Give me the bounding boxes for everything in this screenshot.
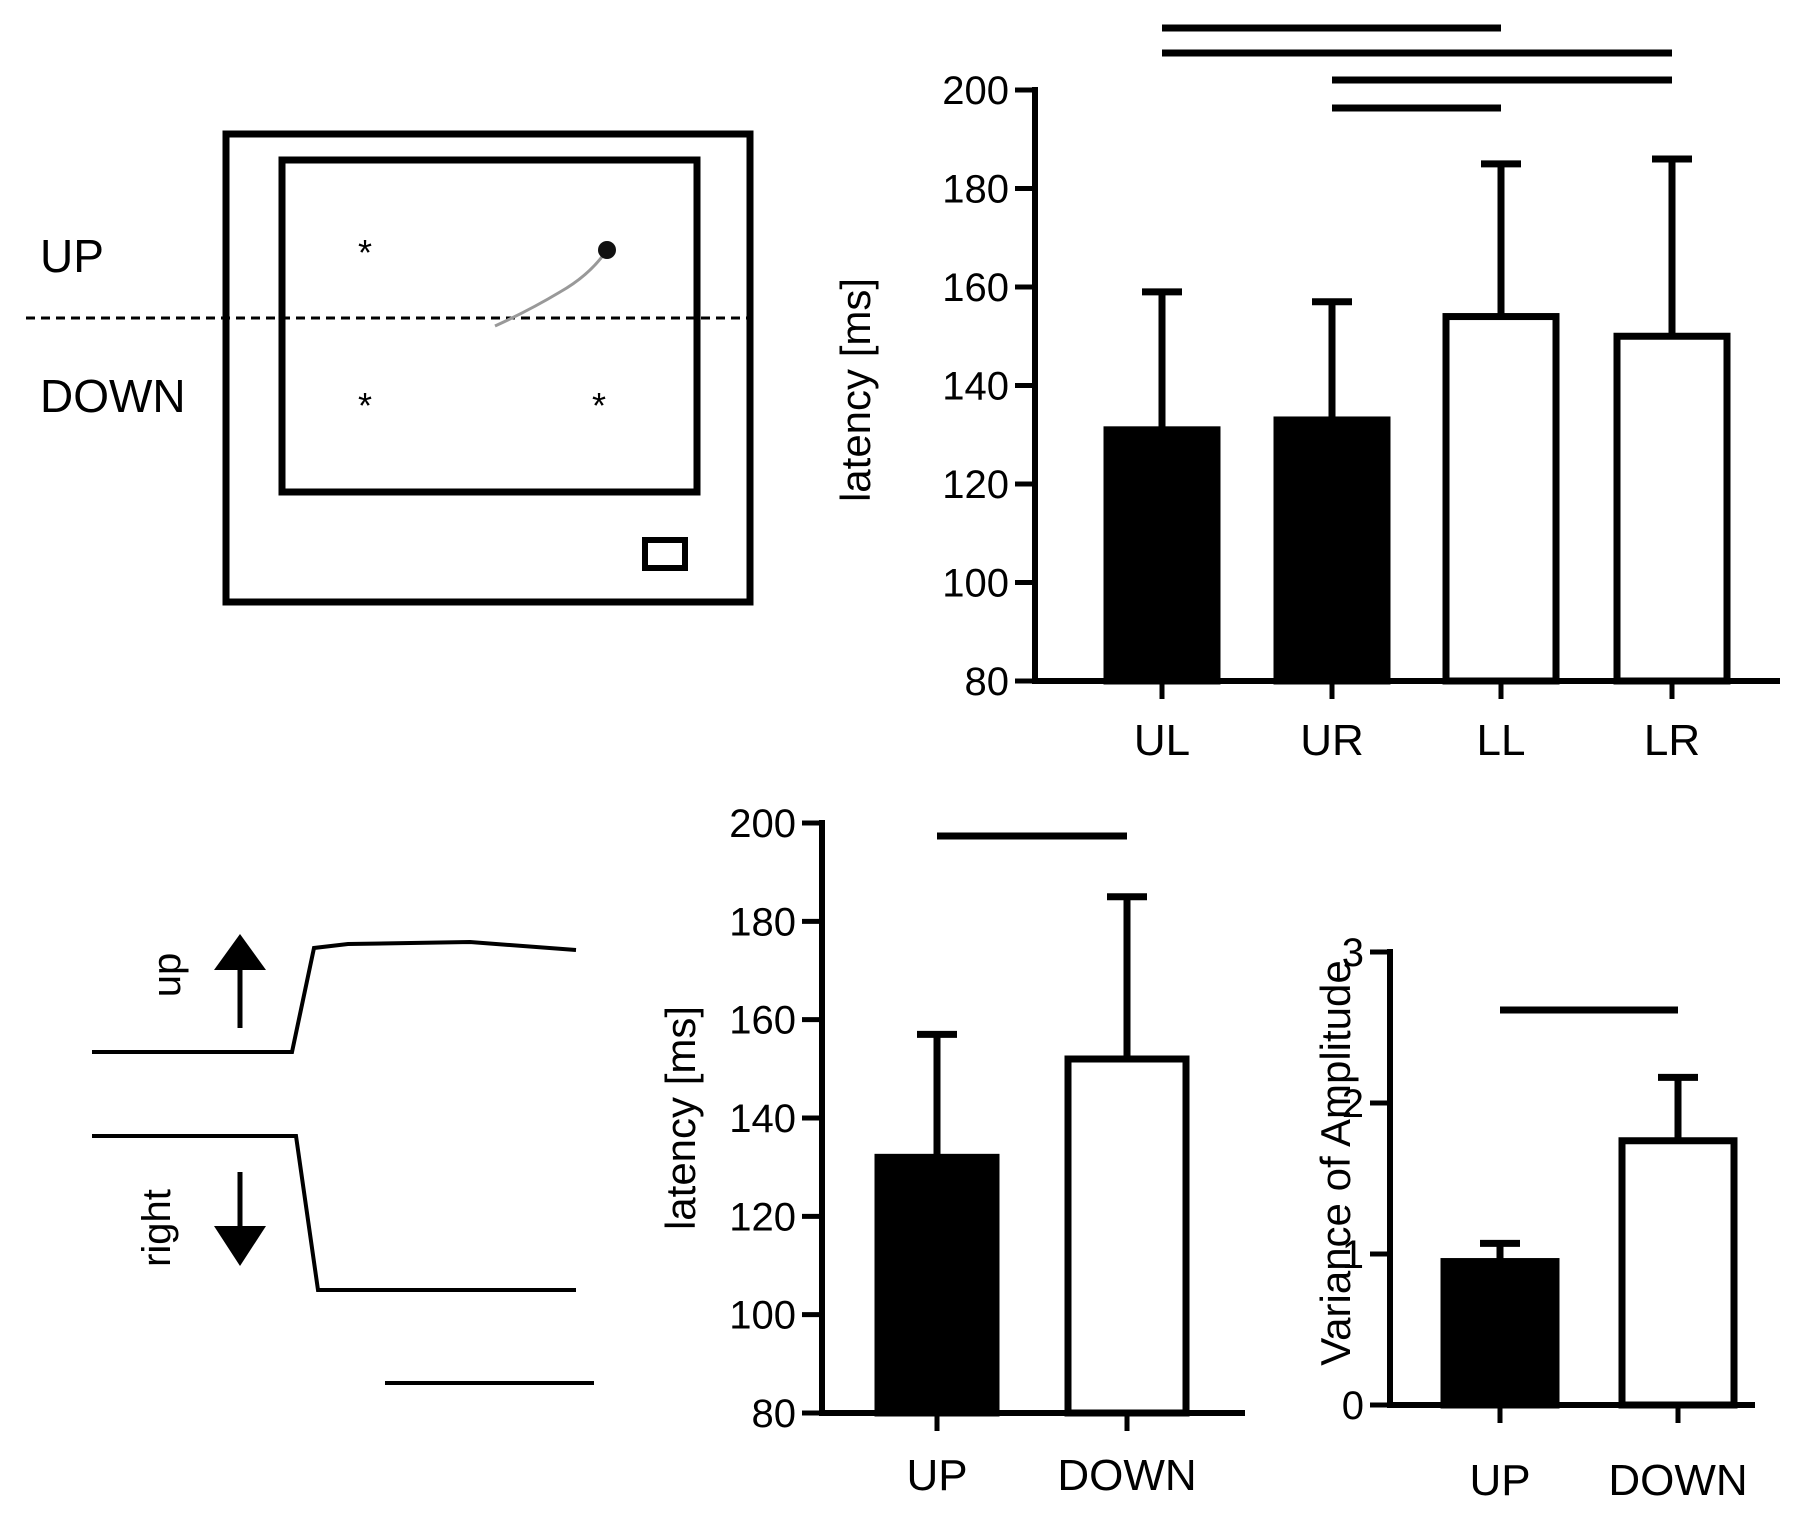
y-tick-label: 3 bbox=[1342, 931, 1364, 975]
target-lower-right: * bbox=[592, 385, 606, 426]
bar-UP bbox=[1440, 1258, 1560, 1409]
horizontal-trace bbox=[92, 1134, 576, 1292]
y-tick-label: 2 bbox=[1342, 1082, 1364, 1126]
bar-UL bbox=[1103, 426, 1221, 685]
fixation-dot-icon bbox=[598, 241, 616, 259]
y-tick-label: 100 bbox=[942, 562, 1009, 606]
screen-inner-frame bbox=[278, 156, 701, 496]
y-axis-title: latency [ms] bbox=[832, 278, 879, 502]
category-label-LR: LR bbox=[1644, 716, 1700, 765]
bar-UP bbox=[874, 1153, 1000, 1417]
reward-box-icon bbox=[642, 537, 688, 571]
vertical-trace bbox=[92, 939, 577, 1054]
category-label-LL: LL bbox=[1477, 716, 1526, 765]
y-tick-label: 0 bbox=[1342, 1384, 1364, 1428]
category-label-UP: UP bbox=[1469, 1456, 1530, 1505]
category-label-UR: UR bbox=[1300, 716, 1364, 765]
y-tick-label: 200 bbox=[942, 69, 1009, 113]
arrow-up-icon bbox=[214, 934, 266, 1028]
eye-trace-panel: up right bbox=[92, 934, 594, 1385]
target-upper-left: * bbox=[358, 232, 372, 273]
bar-DOWN bbox=[1064, 1055, 1190, 1417]
arrow-down-icon bbox=[214, 1172, 266, 1266]
y-tick-label: 1 bbox=[1342, 1233, 1364, 1277]
bar-LL bbox=[1442, 313, 1560, 685]
y-tick-label: 200 bbox=[729, 802, 796, 846]
y-tick-label: 120 bbox=[942, 463, 1009, 507]
y-tick-label: 100 bbox=[729, 1294, 796, 1338]
chart-latency-up-down: 80 100 120 140 160 180 200 UP DOWN latency [ms] bbox=[657, 802, 1245, 1500]
down-field-label: DOWN bbox=[40, 370, 186, 422]
chart-latency-by-target: 80 100 120 140 160 180 200 UL UR LL LR latency [ms] bbox=[832, 24, 1780, 765]
y-tick-label: 180 bbox=[729, 900, 796, 944]
monitor-outer-frame bbox=[222, 130, 754, 606]
y-tick-label: 140 bbox=[729, 1097, 796, 1141]
y-tick-label: 80 bbox=[752, 1392, 797, 1436]
category-label-UP: UP bbox=[906, 1451, 967, 1500]
category-label-UL: UL bbox=[1134, 716, 1190, 765]
target-lower-left: * bbox=[358, 385, 372, 426]
bar-LR bbox=[1613, 332, 1731, 685]
y-tick-label: 80 bbox=[965, 660, 1010, 704]
y-tick-label: 120 bbox=[729, 1195, 796, 1239]
category-label-DOWN: DOWN bbox=[1608, 1456, 1747, 1505]
y-tick-label: 180 bbox=[942, 168, 1009, 212]
y-tick-label: 160 bbox=[729, 999, 796, 1043]
y-axis-title: latency [ms] bbox=[657, 1006, 704, 1230]
chart-amplitude-variance: 0 1 2 3 UP DOWN Variance of Amplitude bbox=[1312, 931, 1755, 1505]
y-tick-label: 140 bbox=[942, 365, 1009, 409]
bar-UR bbox=[1273, 416, 1391, 685]
bar-DOWN bbox=[1618, 1137, 1738, 1409]
trace-label-up: up bbox=[145, 953, 189, 998]
y-tick-label: 160 bbox=[942, 266, 1009, 310]
paradigm-panel: UP DOWN * * * bbox=[26, 130, 754, 606]
up-field-label: UP bbox=[40, 230, 104, 282]
trace-label-right: right bbox=[135, 1189, 179, 1267]
y-axis-title: Variance of Amplitude bbox=[1312, 960, 1359, 1365]
category-label-DOWN: DOWN bbox=[1057, 1451, 1196, 1500]
saccade-trace-icon bbox=[494, 249, 609, 328]
